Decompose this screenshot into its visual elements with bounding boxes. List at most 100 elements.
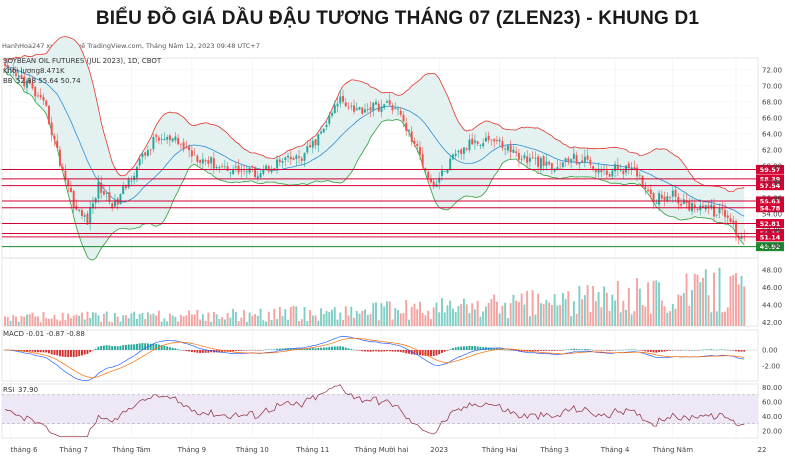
macd-hist-bar (465, 346, 468, 350)
macd-hist-bar (528, 350, 531, 352)
candle-body (314, 139, 317, 146)
volume-bar (391, 319, 394, 326)
candle-body (548, 161, 551, 165)
level-label-58.39: 58.39 (760, 175, 781, 183)
legend-bb-values: 52.88 55.64 50.74 (16, 77, 81, 85)
volume-bar (732, 274, 735, 326)
macd-hist-bar (658, 350, 661, 353)
x-tick-label: Tháng Tám (111, 446, 151, 454)
candle-body (23, 76, 26, 87)
candle-body (493, 139, 496, 142)
macd-hist-bar (702, 349, 704, 351)
volume-bar (641, 304, 644, 326)
candle-body (160, 138, 163, 140)
macd-hist-bar (625, 349, 628, 351)
candle-body (611, 170, 614, 177)
volume-bar (133, 311, 136, 326)
volume-bar (735, 273, 737, 326)
volume-bar (729, 276, 732, 326)
volume-bar (559, 305, 562, 326)
volume-bar (179, 314, 182, 326)
volume-bar (471, 303, 474, 326)
candle-body (369, 107, 372, 111)
candle-body (380, 106, 383, 112)
macd-hist-bar (691, 349, 693, 351)
volume-bar (633, 311, 636, 326)
volume-bar (386, 301, 388, 326)
macd-hist-bar (75, 350, 78, 357)
volume-bar (336, 319, 339, 326)
macd-hist-bar (682, 349, 685, 351)
volume-bar (309, 310, 312, 326)
candle-body (190, 150, 193, 157)
rsi-tick: 60.00 (762, 399, 782, 407)
candle-body (388, 100, 391, 105)
macd-hist-bar (614, 349, 617, 351)
candle-body (45, 100, 48, 106)
candle-body (495, 139, 498, 141)
volume-bar (394, 308, 397, 326)
macd-hist-bar (265, 349, 268, 350)
volume-bar (69, 318, 72, 326)
candle-body (715, 214, 718, 216)
price-tick: 58.00 (762, 179, 782, 187)
x-tick-label: Tháng Mười hai (354, 446, 409, 454)
candle-body (12, 68, 15, 72)
volume-bar (608, 310, 611, 326)
volume-panel (4, 267, 746, 326)
volume-bar (677, 294, 680, 326)
candle-body (397, 108, 399, 110)
level-tag-55.63 (756, 196, 784, 206)
candle-body (188, 146, 191, 151)
candle-body (391, 105, 394, 111)
candle-body (578, 162, 581, 165)
volume-bar (501, 305, 504, 326)
macd-hist-bar (627, 349, 630, 350)
candle-body (630, 168, 633, 170)
volume-bar (199, 319, 202, 326)
candle-body (358, 106, 361, 110)
candle-body (526, 156, 529, 163)
candle-body (627, 163, 630, 168)
volume-bar (413, 303, 416, 326)
candle-body (196, 155, 199, 162)
candle-body (182, 142, 185, 150)
candle-body (405, 123, 408, 131)
volume-bar (127, 318, 130, 326)
macd-hist-bar (138, 343, 141, 350)
candle-body (556, 167, 559, 170)
macd-hist-bar (707, 349, 710, 350)
level-label-57.54: 57.54 (760, 182, 781, 190)
macd-hist-bar (61, 350, 64, 357)
candle-body (636, 167, 639, 177)
macd-hist-bar (67, 350, 70, 358)
candle-body (157, 137, 160, 141)
candle-body (438, 177, 441, 183)
candle-body (377, 103, 380, 112)
volume-bar (182, 316, 185, 326)
volume-bar (528, 316, 531, 326)
volume-bar (17, 321, 20, 326)
volume-bar (597, 292, 600, 326)
volume-bar (691, 290, 693, 326)
candle-body (553, 168, 556, 172)
volume-bar (251, 315, 254, 326)
macd-hist-bar (432, 350, 435, 357)
rsi-tick: 40.00 (762, 413, 782, 421)
volume-bar (616, 280, 619, 326)
candle-body (34, 87, 37, 97)
candle-body (119, 194, 122, 205)
volume-bar (256, 315, 259, 326)
macd-hist-bar (174, 348, 177, 350)
volume-bar (61, 312, 64, 326)
candle-body (633, 167, 636, 169)
volume-bar (273, 308, 276, 326)
rsi-tick: 80.00 (762, 384, 782, 392)
volume-bar (408, 319, 410, 326)
volume-bar (451, 308, 454, 326)
macd-hist-bar (193, 350, 196, 353)
macd-hist-bar (364, 350, 366, 352)
macd-hist-bar (336, 346, 339, 350)
volume-bar (594, 301, 597, 326)
